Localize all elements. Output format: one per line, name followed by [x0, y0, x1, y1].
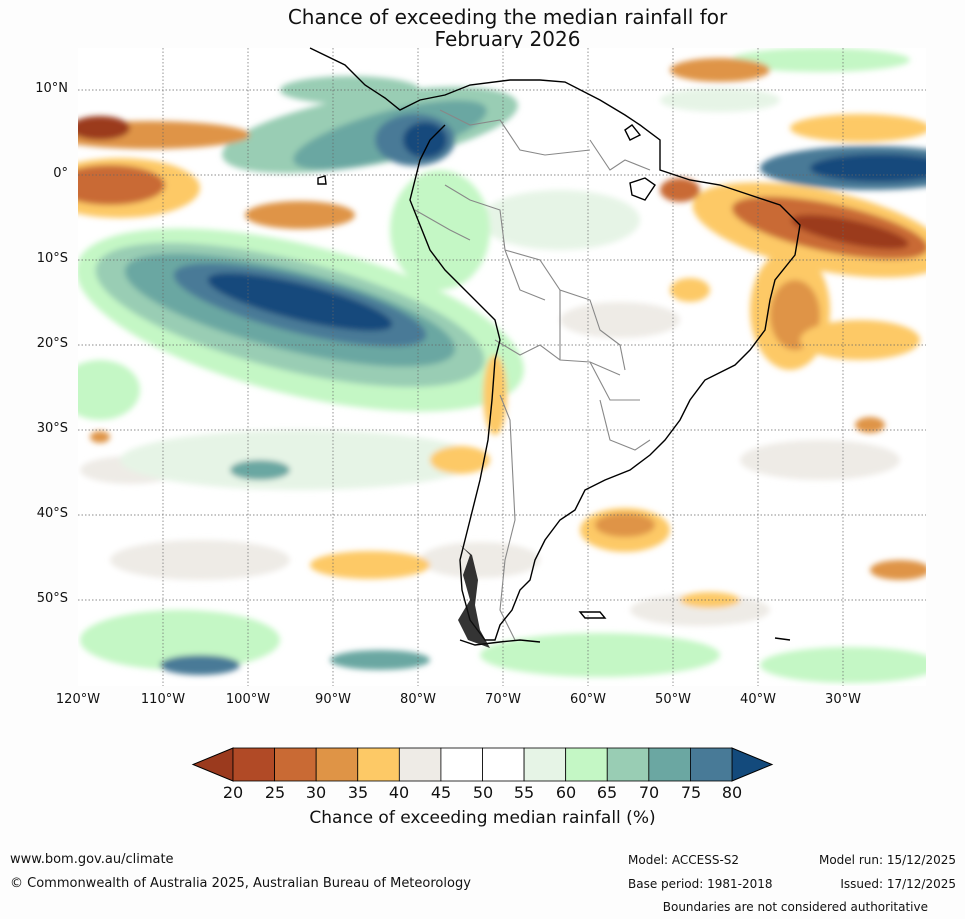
colorbar-cell: [565, 747, 608, 782]
colorbar-tick: 20: [222, 783, 244, 802]
colorbar-tick: 50: [472, 783, 494, 802]
lon-label-110w: 110°W: [140, 692, 186, 707]
colorbar-cell: [690, 747, 733, 782]
colorbar-tick: 25: [264, 783, 286, 802]
colorbar-cell: [648, 747, 691, 782]
colorbar-tick: 45: [430, 783, 452, 802]
lon-label-50w: 50°W: [655, 692, 691, 707]
colorbar-tick: 40: [388, 783, 410, 802]
colorbar-tick: 60: [555, 783, 577, 802]
lat-label-40s: 40°S: [36, 506, 68, 521]
colorbar-cell: [606, 747, 650, 782]
issued-text: Issued: 17/12/2025: [840, 877, 956, 891]
colorbar-tick: 75: [680, 783, 702, 802]
lat-label-30s: 30°S: [36, 421, 68, 436]
colorbar-cell: [357, 747, 400, 782]
base-period-text: Base period: 1981-2018: [628, 877, 773, 891]
disclaimer-text: Boundaries are not considered authoritat…: [662, 900, 928, 914]
colorbar-cell: [315, 747, 359, 782]
colorbar-cell: [482, 747, 525, 782]
colorbar-tick: 65: [596, 783, 618, 802]
model-text: Model: ACCESS-S2: [628, 853, 740, 867]
lon-label-70w: 70°W: [485, 692, 521, 707]
lat-label-0: 0°: [53, 166, 68, 181]
map-title-line2: February 2026: [434, 27, 581, 51]
lon-label-80w: 80°W: [400, 692, 436, 707]
colorbar-tick: 70: [638, 783, 660, 802]
probability-field: [78, 48, 926, 683]
model-run-text: Model run: 15/12/2025: [818, 853, 956, 867]
copyright-text: © Commonwealth of Australia 2025, Austra…: [10, 876, 471, 891]
lon-label-120w: 120°W: [55, 692, 101, 707]
colorbar-tick: 55: [513, 783, 535, 802]
colorbar-low-extension: [191, 747, 234, 782]
lon-label-30w: 30°W: [825, 692, 861, 707]
graticule: [78, 48, 926, 686]
colorbar-high-extension: [731, 747, 774, 782]
lon-label-40w: 40°W: [740, 692, 776, 707]
colorbar-label: Chance of exceeding median rainfall (%): [309, 808, 656, 828]
map-title-line1: Chance of exceeding the median rainfall …: [287, 5, 728, 29]
coastline: [309, 47, 801, 646]
lat-label-50s: 50°S: [36, 591, 68, 606]
colorbar-cell: [274, 747, 317, 782]
colorbar-cell: [440, 747, 483, 782]
colorbar-tick: 35: [347, 783, 369, 802]
patagonia-islands: [458, 545, 490, 648]
lat-label-10n: 10°N: [35, 81, 68, 96]
country-borders: [414, 109, 651, 641]
colorbar-cell: [232, 747, 275, 782]
lon-label-60w: 60°W: [570, 692, 606, 707]
colorbar-tick: 30: [305, 783, 327, 802]
colorbar-tick: 80: [721, 783, 743, 802]
website-text: www.bom.gov.au/climate: [10, 852, 174, 867]
lat-label-10s: 10°S: [36, 251, 68, 266]
lon-label-100w: 100°W: [225, 692, 271, 707]
colorbar-cell: [398, 747, 442, 782]
lon-label-90w: 90°W: [315, 692, 351, 707]
colorbar-cell: [523, 747, 567, 782]
lat-label-20s: 20°S: [36, 336, 68, 351]
colorbar: [191, 747, 774, 782]
